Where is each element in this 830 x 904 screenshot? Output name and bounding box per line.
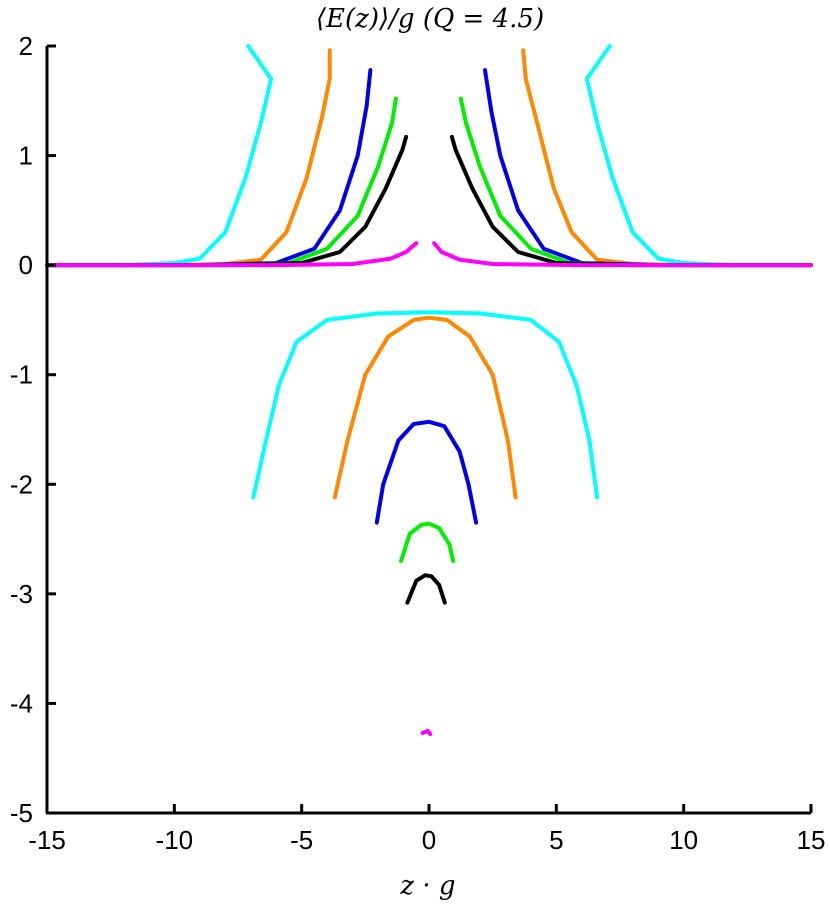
x-tick-label: 15 bbox=[797, 825, 826, 855]
series-4 bbox=[45, 96, 813, 563]
series-2-branch-1 bbox=[45, 48, 332, 268]
series-1-branch-3 bbox=[251, 310, 600, 500]
x-tick-label: 5 bbox=[549, 825, 563, 855]
y-tick-label: -3 bbox=[10, 579, 33, 609]
series-4-branch-2 bbox=[458, 96, 813, 268]
y-tick-label: -2 bbox=[10, 469, 33, 499]
axes bbox=[45, 46, 811, 815]
series-5-branch-1 bbox=[45, 134, 409, 268]
series-4-branch-1 bbox=[45, 96, 398, 268]
y-tick-label: -5 bbox=[10, 798, 33, 828]
series-6-branch-2 bbox=[432, 241, 813, 268]
x-ticks: -15 -10 -5 0 5 10 15 bbox=[28, 804, 825, 855]
series-6 bbox=[45, 241, 813, 737]
plot-curves bbox=[45, 44, 813, 737]
series-1 bbox=[45, 44, 813, 500]
chart-title: ⟨E(z)⟩/g (Q = 4.5) bbox=[316, 4, 544, 34]
x-tick-label: -5 bbox=[290, 825, 313, 855]
x-tick-label: 0 bbox=[422, 825, 436, 855]
y-tick-label: -1 bbox=[10, 360, 33, 390]
series-4-branch-3 bbox=[399, 521, 456, 563]
y-ticks: -5 -4 -3 -2 -1 0 1 2 bbox=[10, 31, 56, 828]
y-tick-label: 1 bbox=[19, 141, 33, 171]
series-5-branch-2 bbox=[449, 134, 813, 268]
x-tick-label: 10 bbox=[669, 825, 698, 855]
series-1-branch-1 bbox=[45, 44, 274, 268]
series-1-branch-2 bbox=[584, 44, 813, 268]
series-3-branch-1 bbox=[45, 68, 373, 268]
series-2-branch-3 bbox=[332, 315, 518, 500]
y-tick-label: 0 bbox=[19, 250, 33, 280]
y-tick-label: -4 bbox=[10, 688, 33, 718]
series-3-branch-3 bbox=[374, 419, 479, 525]
x-axis-label: z · g bbox=[399, 871, 455, 901]
series-5 bbox=[45, 134, 813, 605]
series-3-branch-2 bbox=[483, 68, 813, 268]
series-3 bbox=[45, 68, 813, 525]
series-6-branch-3 bbox=[420, 728, 433, 737]
series-2 bbox=[45, 48, 813, 500]
series-6-branch-1 bbox=[45, 241, 419, 268]
x-tick-label: -15 bbox=[28, 825, 66, 855]
x-tick-label: -10 bbox=[156, 825, 194, 855]
y-tick-label: 2 bbox=[19, 31, 33, 61]
series-2-branch-2 bbox=[521, 48, 813, 268]
series-5-branch-3 bbox=[405, 573, 447, 605]
